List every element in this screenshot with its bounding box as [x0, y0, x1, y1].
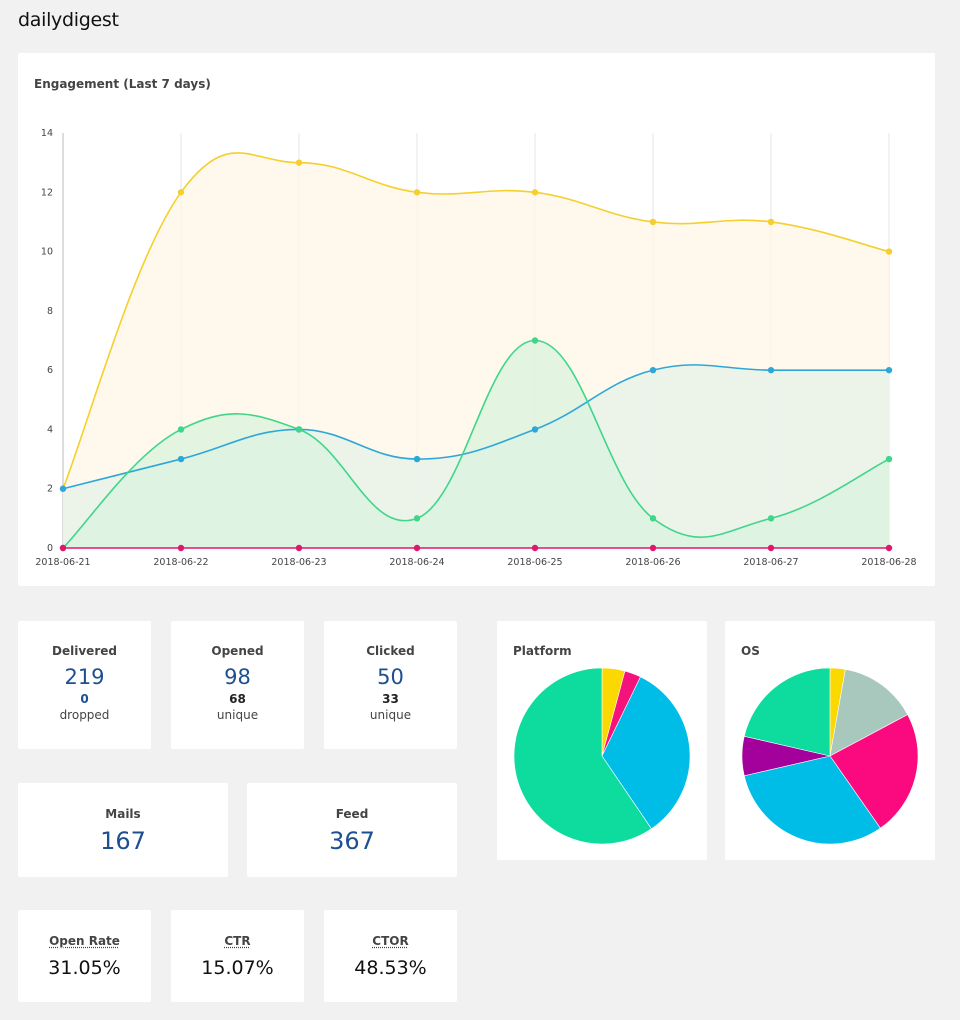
point-green — [885, 455, 893, 463]
open-rate-card: Open Rate 31.05% — [18, 910, 151, 1002]
point-yellow — [177, 189, 185, 196]
ctor-card: CTOR 48.53% — [324, 910, 457, 1002]
point-pink — [531, 544, 539, 552]
point-pink — [59, 544, 67, 552]
y-tick-label: 0 — [47, 543, 53, 554]
platform-pie-chart — [513, 667, 691, 845]
line-blue — [62, 364, 889, 490]
y-tick-label: 8 — [47, 306, 53, 317]
dropped-value: 0 — [80, 692, 89, 706]
pie-slice-pink[interactable] — [829, 714, 919, 829]
mails-value: 167 — [100, 827, 146, 855]
point-pink — [767, 544, 775, 552]
y-tick-label: 6 — [47, 365, 53, 376]
clicked-value: 50 — [377, 665, 404, 689]
y-tick-label: 14 — [41, 128, 53, 139]
clicked-card: Clicked 50 33 unique — [324, 621, 457, 749]
point-yellow — [767, 218, 775, 226]
point-green — [767, 515, 775, 522]
x-tick-label: 2018-06-28 — [861, 557, 916, 568]
area-layer — [63, 152, 889, 548]
x-tick-label: 2018-06-21 — [35, 557, 90, 568]
point-yellow — [885, 248, 893, 255]
clicked-unique-value: 33 — [382, 692, 399, 706]
open-rate-label[interactable]: Open Rate — [49, 934, 120, 948]
point-pink — [295, 544, 303, 552]
feed-card: Feed 367 — [247, 783, 457, 877]
point-yellow — [295, 159, 303, 166]
x-tick-label: 2018-06-23 — [271, 557, 326, 568]
point-blue — [413, 455, 421, 463]
point-pink — [413, 544, 421, 552]
ctr-card: CTR 15.07% — [171, 910, 304, 1002]
area-green — [63, 340, 889, 548]
engagement-card: 0 2 4 6 8 10 12 14 2018-06-21 2018-06-22 2018-06-2… — [18, 53, 935, 586]
x-tick-label: 2018-06-25 — [507, 557, 562, 568]
pie-slice-green[interactable] — [743, 667, 831, 757]
ctor-value: 48.53% — [354, 957, 427, 979]
pie-slice-gray[interactable] — [829, 669, 909, 757]
mails-label: Mails — [105, 807, 141, 821]
line-yellow — [62, 152, 890, 490]
dropped-label: dropped — [59, 708, 110, 722]
opened-value: 98 — [224, 665, 251, 689]
feed-label: Feed — [335, 807, 369, 821]
pie-slice-green[interactable] — [513, 667, 652, 845]
y-tick-label: 2 — [47, 484, 53, 495]
delivered-card: Delivered 219 0 dropped — [18, 621, 151, 749]
point-green — [295, 426, 303, 433]
pie-slice-blue[interactable] — [743, 755, 881, 845]
point-green — [413, 515, 421, 522]
platform-title: Platform — [513, 644, 572, 658]
x-tick-label: 2018-06-26 — [625, 557, 680, 568]
clicked-unique-label: unique — [369, 708, 412, 722]
point-yellow — [531, 189, 539, 196]
os-title: OS — [741, 644, 760, 658]
clicked-label: Clicked — [366, 644, 415, 658]
x-tick-label: 2018-06-22 — [153, 557, 208, 568]
point-pink — [177, 544, 185, 552]
point-blue — [177, 455, 185, 463]
point-layer — [59, 159, 893, 552]
point-blue — [885, 366, 893, 374]
engagement-chart: 0 2 4 6 8 10 12 14 2018-06-21 2018-06-22 2018-06-2… — [35, 128, 916, 568]
x-tick-label: 2018-06-27 — [743, 557, 798, 568]
feed-value: 367 — [329, 827, 375, 855]
opened-label: Opened — [211, 644, 264, 658]
point-pink — [885, 544, 893, 552]
point-green — [649, 515, 657, 522]
point-green — [177, 426, 185, 433]
point-blue — [767, 366, 775, 374]
y-tick-label: 10 — [41, 247, 53, 258]
opened-card: Opened 98 68 unique — [171, 621, 304, 749]
opened-unique-value: 68 — [229, 692, 246, 706]
delivered-label: Delivered — [52, 644, 117, 658]
line-green — [62, 339, 890, 549]
point-green — [531, 337, 539, 344]
line-layer — [62, 152, 890, 549]
axis-layer: 0 2 4 6 8 10 12 14 2018-06-21 2018-06-22 2018-06-2… — [35, 128, 916, 568]
y-tick-label: 12 — [41, 187, 53, 198]
x-tick-label: 2018-06-24 — [389, 557, 444, 568]
point-blue — [649, 366, 657, 374]
os-pie-chart — [741, 667, 919, 845]
open-rate-value: 31.05% — [48, 957, 121, 979]
point-yellow — [413, 189, 421, 196]
ctr-label[interactable]: CTR — [224, 934, 251, 948]
y-tick-label: 4 — [47, 424, 53, 435]
pie-slice-blue[interactable] — [601, 676, 691, 830]
engagement-title: Engagement (Last 7 days) — [34, 77, 211, 91]
point-pink — [649, 544, 657, 552]
delivered-value: 219 — [64, 665, 105, 689]
platform-card: Platform — [497, 621, 707, 860]
point-blue — [531, 426, 539, 433]
mails-card: Mails 167 — [18, 783, 228, 877]
os-card: OS — [725, 621, 935, 860]
ctr-value: 15.07% — [201, 957, 274, 979]
point-blue — [59, 485, 67, 492]
opened-unique-label: unique — [216, 708, 259, 722]
point-yellow — [649, 218, 657, 226]
ctor-label[interactable]: CTOR — [372, 934, 409, 948]
app-title: dailydigest — [18, 9, 119, 31]
